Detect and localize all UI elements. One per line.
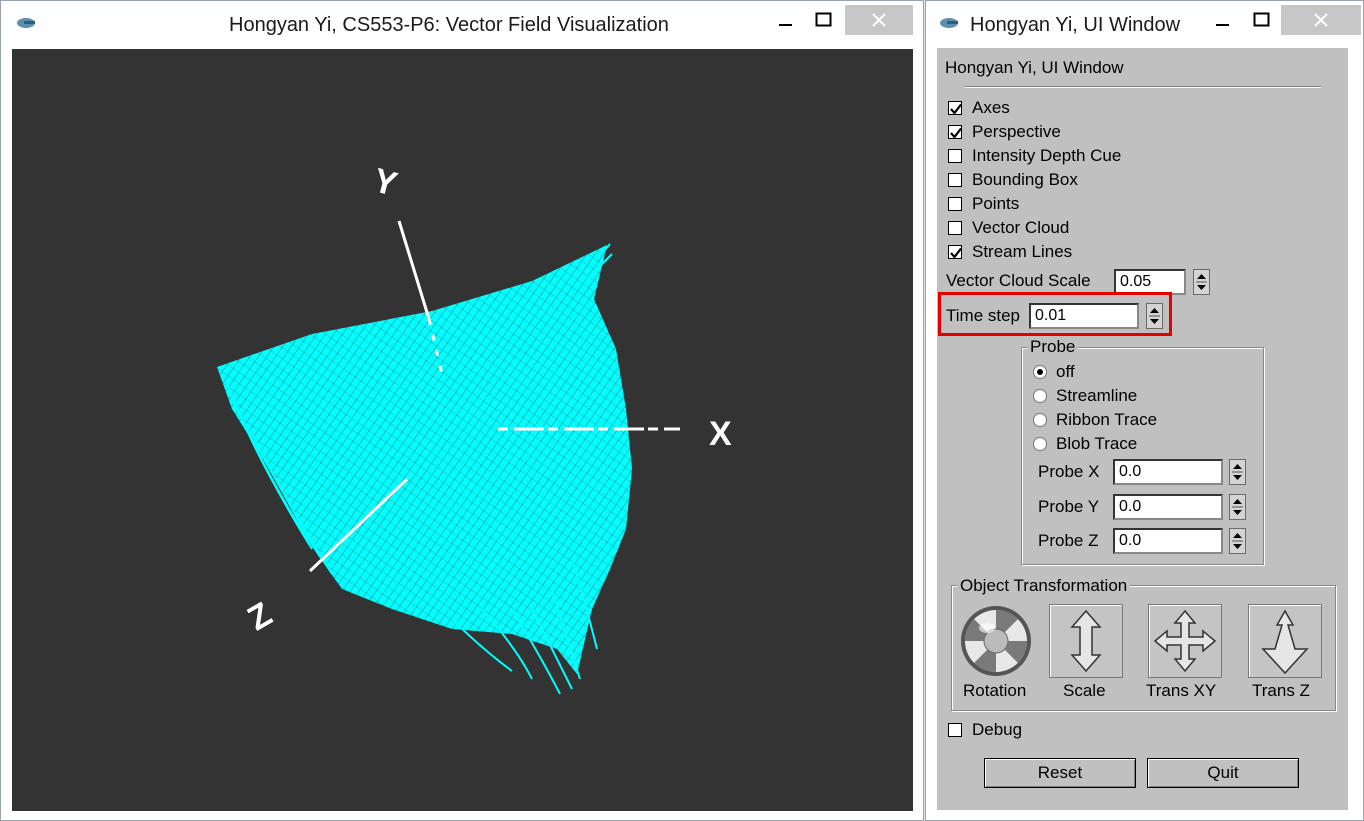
radio-label: Streamline <box>1056 386 1138 405</box>
time-step-highlight <box>938 292 1172 336</box>
scale-control[interactable] <box>1049 604 1123 678</box>
checkbox-intensity-depth-cue[interactable] <box>948 149 962 163</box>
check-icon <box>950 127 962 139</box>
maximize-icon[interactable] <box>807 6 841 34</box>
object-transformation-group <box>951 585 1336 711</box>
checkbox-stream-lines[interactable] <box>948 245 962 259</box>
trans-xy-label: Trans XY <box>1146 681 1217 700</box>
radio-label: off <box>1056 362 1075 381</box>
probe-group <box>1021 347 1264 565</box>
close-icon[interactable] <box>845 5 913 35</box>
checkbox-label: Points <box>972 194 1020 213</box>
ui-window-title: Hongyan Yi, UI Window <box>970 14 1181 36</box>
vector-cloud-scale-spinner[interactable] <box>1193 269 1210 295</box>
debug-label: Debug <box>972 720 1023 739</box>
probe-x-field[interactable]: 0.0 <box>1113 459 1223 485</box>
time-step-spinner[interactable] <box>1146 303 1163 329</box>
axis-label-x: X <box>709 415 732 453</box>
panel-heading: Hongyan Yi, UI Window <box>945 58 1124 77</box>
debug-checkbox[interactable] <box>948 723 962 737</box>
object-transformation-legend: Object Transformation <box>957 576 1131 596</box>
trans-z-label: Trans Z <box>1252 681 1310 700</box>
minimize-icon[interactable] <box>769 6 803 34</box>
ui-titlebar[interactable]: Hongyan Yi, UI Window <box>926 1 1363 47</box>
minimize-icon[interactable] <box>1206 6 1240 34</box>
checkbox-label: Intensity Depth Cue <box>972 146 1122 165</box>
visualization-viewport[interactable]: Y X Z <box>12 49 913 811</box>
radio-blob-trace[interactable] <box>1033 437 1047 451</box>
probe-x-spinner[interactable] <box>1229 459 1246 485</box>
app-icon <box>17 18 35 28</box>
radio-label: Ribbon Trace <box>1056 410 1158 429</box>
checkbox-points[interactable] <box>948 197 962 211</box>
main-window: Hongyan Yi, CS553-P6: Vector Field Visua… <box>0 0 924 821</box>
time-step-label: Time step <box>946 306 1021 325</box>
stream-lines <box>217 243 632 695</box>
close-icon[interactable] <box>1281 5 1361 35</box>
checkbox-vector-cloud[interactable] <box>948 221 962 235</box>
check-icon <box>950 103 962 115</box>
rotation-control[interactable] <box>959 604 1033 678</box>
probe-y-field[interactable]: 0.0 <box>1113 494 1223 520</box>
probe-x-label: Probe X <box>1038 462 1100 481</box>
rotation-label: Rotation <box>963 681 1027 700</box>
scale-label: Scale <box>1063 681 1106 700</box>
axis-label-z: Z <box>241 595 278 638</box>
rotation-ball-icon <box>961 606 1031 676</box>
axis-label-y: Y <box>369 161 401 204</box>
heading-divider <box>965 86 1321 88</box>
checkbox-label: Vector Cloud <box>972 218 1070 237</box>
probe-y-label: Probe Y <box>1038 497 1100 516</box>
radio-ribbon-trace[interactable] <box>1033 413 1047 427</box>
vector-cloud-scale-field[interactable]: 0.05 <box>1114 269 1186 295</box>
checkbox-label: Stream Lines <box>972 242 1073 261</box>
main-titlebar[interactable]: Hongyan Yi, CS553-P6: Vector Field Visua… <box>1 1 923 47</box>
radio-dot <box>1037 369 1043 375</box>
probe-y-spinner[interactable] <box>1229 494 1246 520</box>
probe-legend: Probe <box>1027 337 1079 357</box>
check-icon <box>950 247 962 259</box>
checkbox-bounding-box[interactable] <box>948 173 962 187</box>
checkbox-axes[interactable] <box>948 101 962 115</box>
radio-label: Blob Trace <box>1056 434 1138 453</box>
move-z-icon <box>1261 609 1309 675</box>
move-xy-icon <box>1153 609 1217 673</box>
checkbox-perspective[interactable] <box>948 125 962 139</box>
trans-z-control[interactable] <box>1248 604 1322 678</box>
checkbox-label: Axes <box>972 98 1010 117</box>
vertical-arrows-icon <box>1070 609 1102 673</box>
checkbox-label: Bounding Box <box>972 170 1078 189</box>
radio-off[interactable] <box>1033 365 1047 379</box>
axes <box>308 220 680 573</box>
checkbox-label: Perspective <box>972 122 1061 141</box>
time-step-field[interactable]: 0.01 <box>1029 303 1139 329</box>
quit-button[interactable]: Quit <box>1147 758 1299 788</box>
ui-panel: Hongyan Yi, UI Window Axes Perspective Int… <box>937 48 1348 810</box>
vector-cloud-scale-label: Vector Cloud Scale <box>946 271 1091 290</box>
probe-z-field[interactable]: 0.0 <box>1113 528 1223 554</box>
radio-streamline[interactable] <box>1033 389 1047 403</box>
main-window-title: Hongyan Yi, CS553-P6: Vector Field Visua… <box>229 14 669 36</box>
trans-xy-control[interactable] <box>1148 604 1222 678</box>
probe-z-spinner[interactable] <box>1229 528 1246 554</box>
reset-button[interactable]: Reset <box>984 758 1136 788</box>
vector-field-canvas: Y X Z <box>217 161 732 695</box>
maximize-icon[interactable] <box>1245 6 1279 34</box>
probe-z-label: Probe Z <box>1038 531 1099 550</box>
app-icon <box>940 18 958 28</box>
